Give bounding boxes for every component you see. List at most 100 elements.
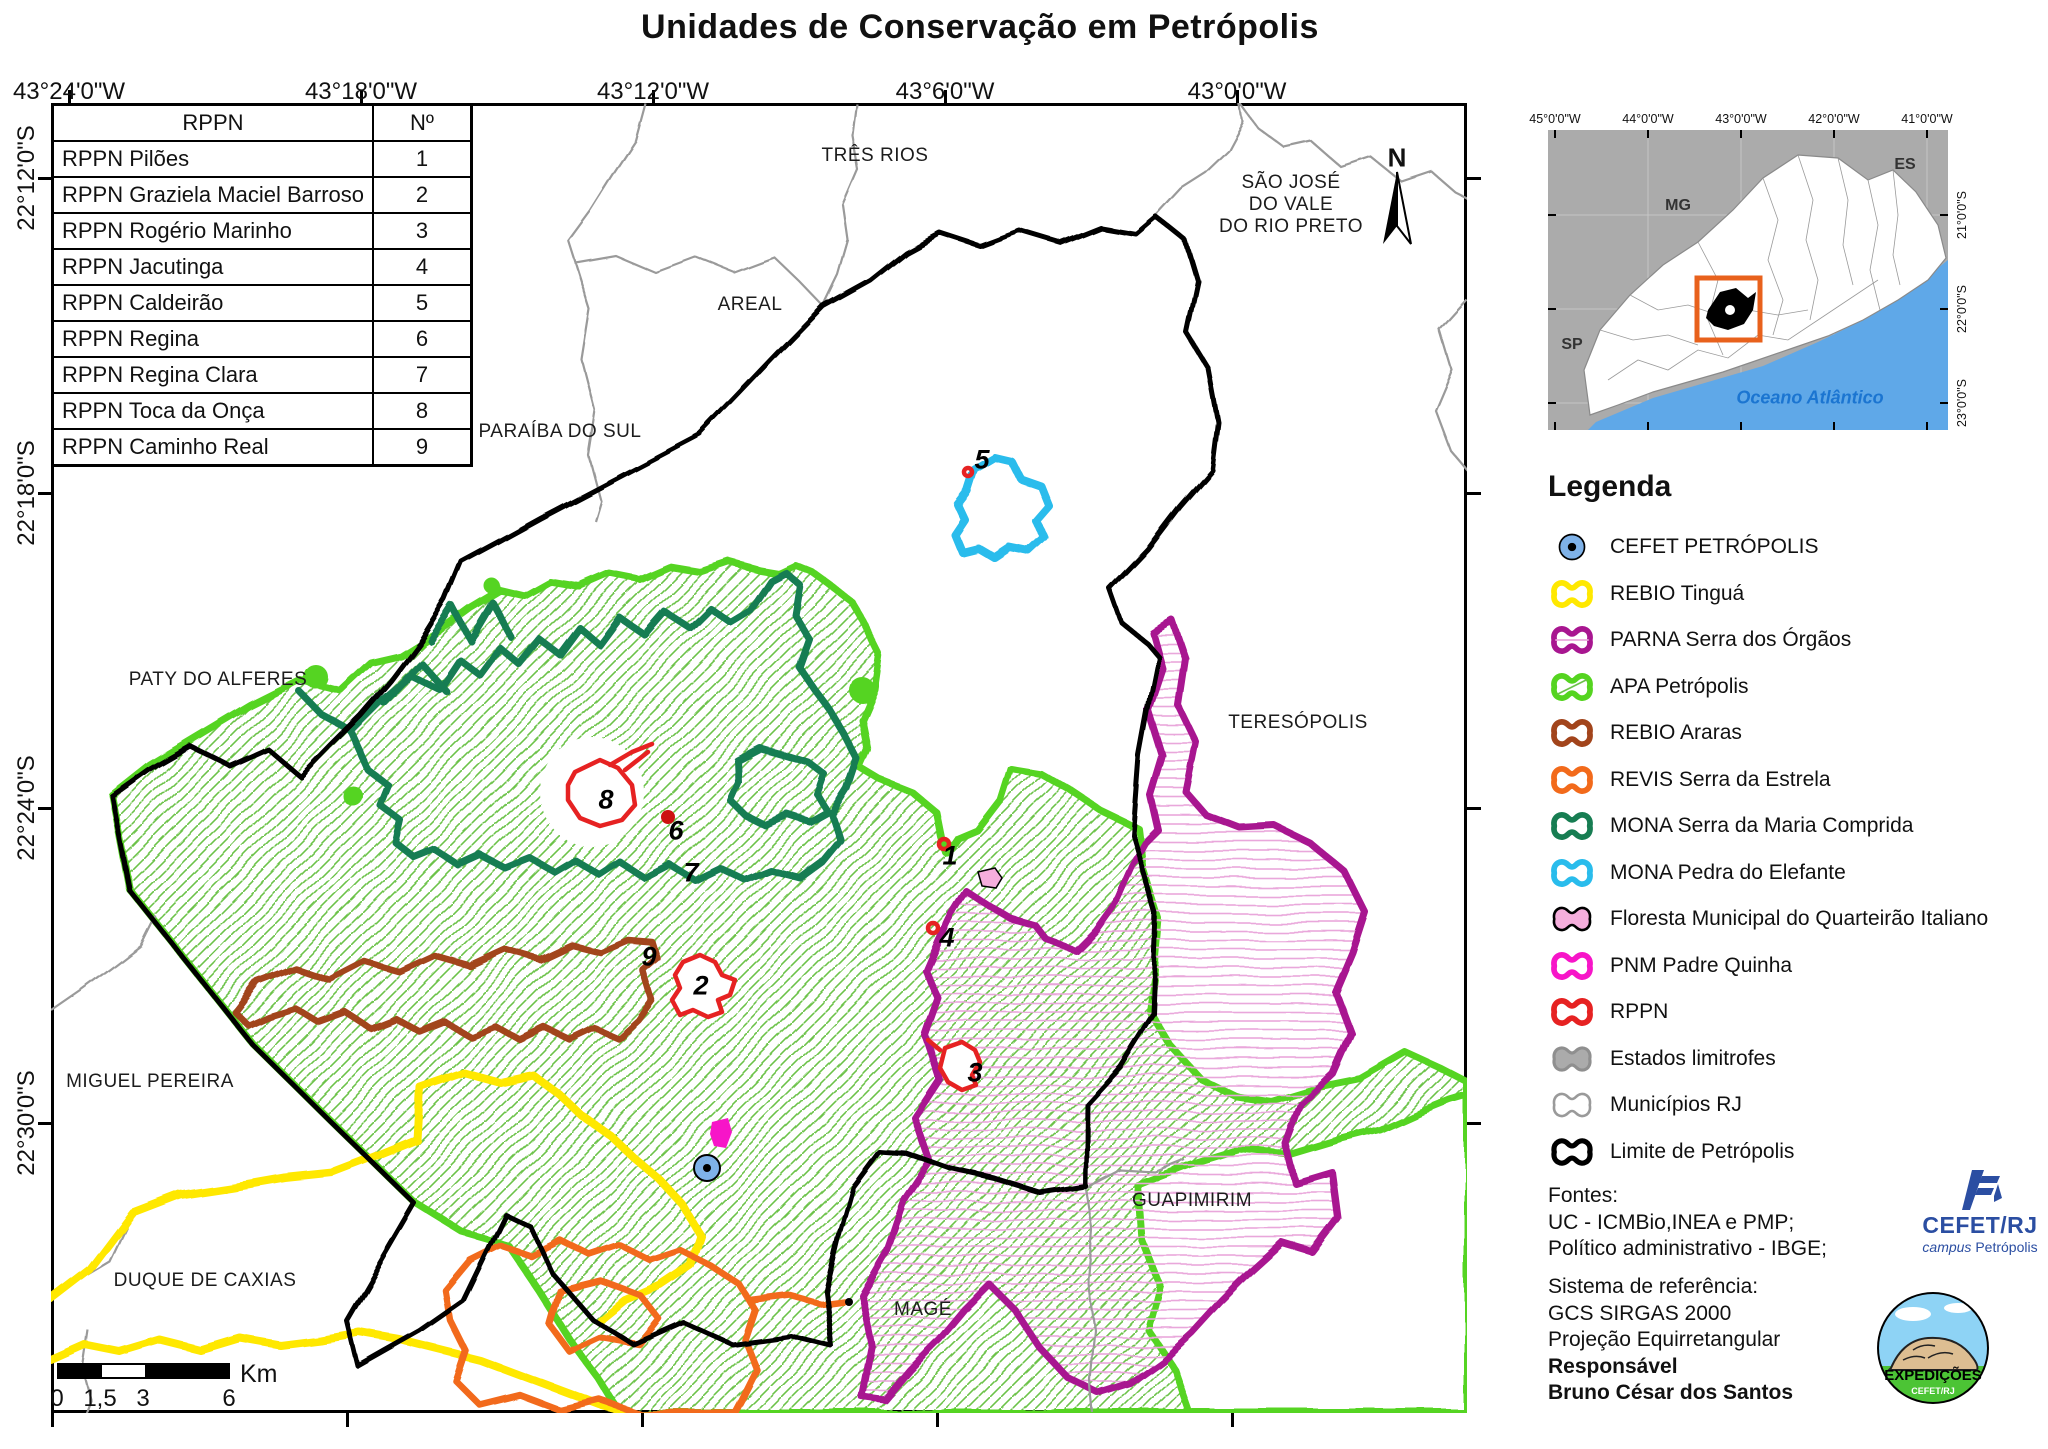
legend-swatch-icon — [1548, 528, 1596, 566]
inset-ocean-label: Oceano Atlântico — [1736, 387, 1884, 408]
rppn-number: 9 — [371, 428, 473, 467]
apa-patch — [484, 578, 500, 594]
axis-label-latitude: 22°24'0"S — [13, 755, 40, 861]
unit-number: 7 — [683, 857, 699, 888]
rppn-name: RPPN Toca da Onça — [51, 392, 374, 430]
legend-item: REVIS Serra da Estrela — [1548, 757, 1831, 803]
place-label: PATY DO ALFERES — [128, 669, 308, 690]
axis-tick — [1231, 1413, 1234, 1427]
municipal-boundary — [1433, 299, 1467, 471]
parna-serra-dos-orgaos-area — [858, 616, 1369, 1404]
inset-axis-label: 21°0'0"S — [1955, 191, 1969, 239]
rebio-tingua-boundary — [51, 1068, 704, 1324]
municipal-boundary — [573, 261, 602, 521]
axis-tick — [1467, 1122, 1481, 1125]
legend-item-label: Limite de Petrópolis — [1610, 1139, 1795, 1163]
apa-patch — [849, 677, 875, 703]
unit-number: 2 — [693, 970, 709, 1001]
table-row: RPPN Jacutinga 4 — [51, 248, 473, 286]
table-row: RPPN Pilões 1 — [51, 140, 473, 178]
north-arrow-icon — [1383, 171, 1412, 245]
rppn-number: 4 — [371, 248, 473, 286]
table-row: RPPN Regina 6 — [51, 320, 473, 358]
inset-highlight-box — [1694, 275, 1763, 343]
axis-tick — [1467, 807, 1481, 810]
legend-item: RPPN — [1548, 989, 1668, 1035]
expedicoes-sub-text: CEFET/RJ — [1911, 1386, 1955, 1396]
unit-number: 6 — [668, 815, 684, 846]
table-row: RPPN Caminho Real 9 — [51, 428, 473, 467]
legend-swatch-icon — [1548, 1133, 1596, 1171]
inset-region-label: SP — [1561, 336, 1583, 353]
main-map-canvas — [51, 103, 1467, 1413]
axis-tick — [1467, 177, 1481, 180]
table-row: RPPN Regina Clara 7 — [51, 356, 473, 394]
credits-line: Fontes: — [1548, 1184, 1619, 1207]
inset-axis-label: 41°0'0"W — [1901, 112, 1953, 126]
inset-axis-label: 44°0'0"W — [1622, 112, 1674, 126]
legend-item: Floresta Municipal do Quarteirão Italian… — [1548, 896, 1988, 942]
rppn-name: RPPN Regina Clara — [51, 356, 374, 394]
floresta-municipal-area — [977, 867, 1003, 889]
rebio-araras-boundary — [231, 936, 661, 1044]
axis-tick — [360, 90, 363, 103]
credits-fontes: Fontes: UC - ICMBio,INEA e PMP; Político a… — [1548, 1183, 1948, 1263]
rppn-number: 7 — [371, 356, 473, 394]
axis-tick — [1236, 90, 1239, 103]
legend-swatch-icon — [1548, 714, 1596, 752]
scale-tick-label: 6 — [222, 1385, 236, 1412]
legend-title: Legenda — [1548, 470, 1672, 503]
place-label: GUAPIMIRIM — [1131, 1190, 1253, 1211]
revis-east-tail — [746, 1291, 847, 1307]
axis-tick — [38, 177, 51, 180]
apa-patch — [303, 664, 327, 688]
axis-label-latitude: 22°12'0"S — [13, 125, 40, 231]
place-label: TERESÓPOLIS — [1228, 712, 1368, 733]
rppn-3-boundary — [937, 1039, 983, 1093]
cefet-logo-icon — [1962, 1170, 2002, 1210]
legend-item-label: MONA Pedra do Elefante — [1610, 860, 1846, 884]
rppn-number: 2 — [371, 176, 473, 214]
legend-item-label: Floresta Municipal do Quarteirão Italian… — [1610, 907, 1989, 930]
legend-swatch-icon — [1548, 947, 1596, 985]
axis-label-longitude: 43°12'0"W — [596, 78, 710, 105]
revis-tail-dot — [845, 1298, 853, 1306]
legend-item-label: RPPN — [1610, 1000, 1669, 1023]
scale-unit: Km — [240, 1360, 278, 1388]
legend-swatch-icon — [1548, 900, 1596, 938]
legend-item: Estados limitrofes — [1548, 1036, 1776, 1082]
rppn-table-body: RPPN Pilões 1 RPPN Graziela Maciel Barro… — [51, 140, 473, 467]
legend-swatch-icon — [1548, 761, 1596, 799]
legend-swatch-icon — [1548, 668, 1596, 706]
rppn-4-mark — [925, 920, 941, 936]
legend-item: Limite de Petrópolis — [1548, 1129, 1794, 1175]
scale-tick-label: 1,5 — [83, 1385, 117, 1412]
municipal-boundary — [1083, 1187, 1097, 1413]
mona-pedra-do-elefante-boundary — [951, 454, 1052, 562]
axis-label-latitude: 22°18'0"S — [13, 440, 40, 546]
mona-maria-comprida-spikes — [296, 598, 516, 734]
scale-segment — [59, 1365, 102, 1377]
axis-tick — [68, 90, 71, 103]
axis-tick — [944, 90, 947, 103]
rppn-number: 8 — [371, 392, 473, 430]
legend-item: PARNA Serra dos Órgãos — [1548, 617, 1851, 663]
north-label: N — [1387, 142, 1407, 173]
axis-tick — [346, 1413, 349, 1427]
table-row: RPPN Graziela Maciel Barroso 2 — [51, 176, 473, 214]
inset-axis-label: 23°0'0"S — [1955, 379, 1969, 427]
place-label: DUQUE DE CAXIAS — [113, 1270, 297, 1291]
legend-item: CEFET PETRÓPOLIS — [1548, 524, 1819, 570]
unit-number: 5 — [974, 444, 990, 475]
rebio-tingua-boundary — [51, 1329, 634, 1413]
rppn-name: RPPN Graziela Maciel Barroso — [51, 176, 374, 214]
legend-item-label: PARNA Serra dos Órgãos — [1610, 628, 1852, 651]
rppn-6-mark — [661, 810, 675, 824]
credits-line: Bruno César dos Santos — [1548, 1381, 1794, 1404]
unit-number: 3 — [967, 1057, 983, 1088]
legend-swatch-icon — [1548, 993, 1596, 1031]
legend-swatch-icon — [1548, 575, 1596, 613]
axis-label-longitude: 43°6'0"W — [895, 78, 995, 105]
credits-line: Político administrativo - IBGE; — [1548, 1237, 1827, 1260]
